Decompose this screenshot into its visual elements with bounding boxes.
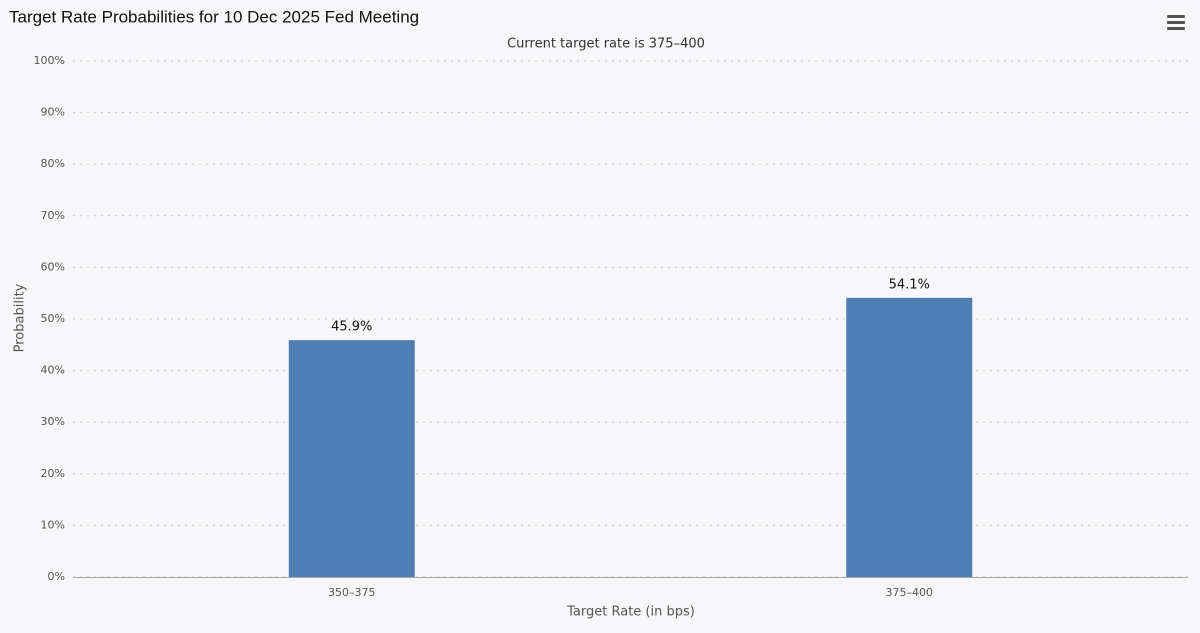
y-tick-label: 0%	[48, 570, 65, 583]
y-tick-label: 20%	[41, 467, 65, 480]
x-tick-label: 375–400	[886, 586, 934, 599]
y-tick-label: 30%	[41, 415, 65, 428]
menu-bar	[1167, 21, 1185, 24]
bar	[288, 340, 415, 577]
y-tick-label: 60%	[41, 260, 65, 273]
menu-button[interactable]	[1167, 15, 1185, 30]
chart-title: Target Rate Probabilities for 10 Dec 202…	[9, 7, 419, 26]
y-tick-label: 10%	[41, 518, 65, 531]
y-tick-label: 40%	[41, 364, 65, 377]
menu-bar	[1167, 27, 1185, 30]
menu-bar	[1167, 15, 1185, 18]
data-label: 54.1%	[889, 277, 930, 292]
bar	[846, 297, 973, 577]
y-tick-label: 70%	[41, 209, 65, 222]
x-tick-label: 350–375	[328, 586, 376, 599]
y-tick-label: 80%	[41, 157, 65, 170]
data-label: 45.9%	[331, 320, 372, 335]
x-axis-label: Target Rate (in bps)	[566, 605, 695, 620]
y-tick-label: 90%	[41, 106, 65, 119]
chart-subtitle: Current target rate is 375–400	[507, 37, 705, 52]
y-tick-label: 100%	[34, 54, 65, 67]
y-axis-label: Probability	[13, 283, 28, 352]
y-tick-label: 50%	[41, 312, 65, 325]
